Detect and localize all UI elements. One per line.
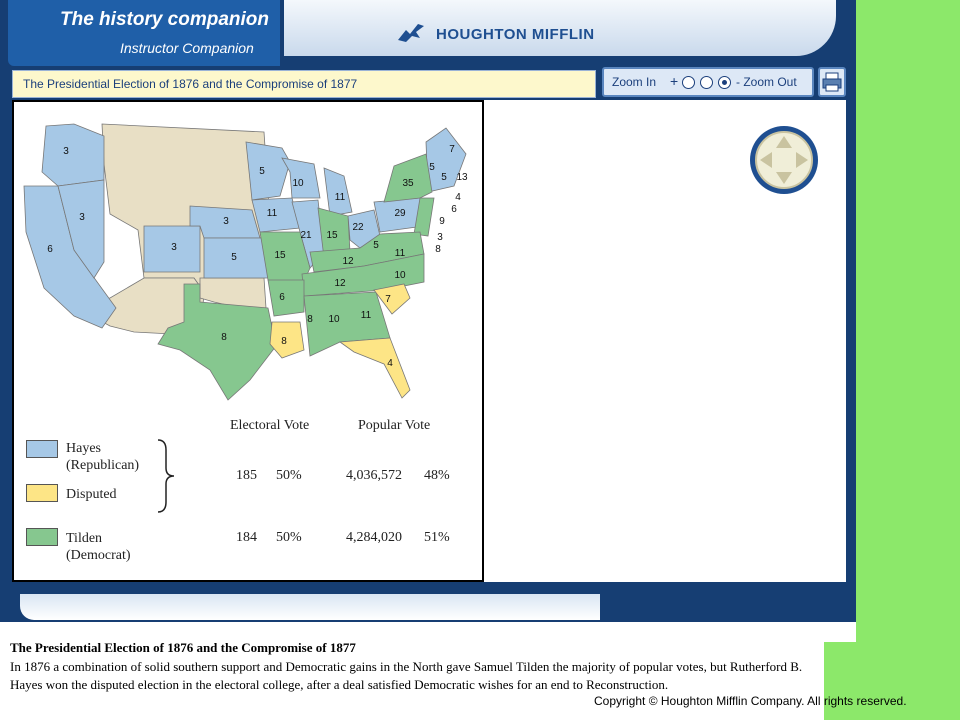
state-vote-label-sc: 7 bbox=[385, 294, 391, 305]
state-vote-label-ma: 13 bbox=[456, 172, 468, 183]
zoom-level-1-radio[interactable] bbox=[682, 76, 695, 89]
state-vote-label-ia: 11 bbox=[267, 208, 278, 219]
us-map: 3633355111021112229557134356938151512511… bbox=[23, 123, 468, 401]
legend-label-tilden: Tilden (Democrat) bbox=[66, 531, 131, 563]
zoom-level-3-radio[interactable] bbox=[718, 76, 731, 89]
state-vote-label-oh: 22 bbox=[352, 222, 364, 233]
zoom-out-button[interactable]: - Zoom Out bbox=[736, 75, 797, 89]
state-vote-label-ny: 35 bbox=[402, 178, 414, 189]
state-vote-label-ca: 6 bbox=[47, 244, 53, 255]
state-vote-label-la: 8 bbox=[281, 336, 287, 347]
bottom-strip bbox=[20, 594, 600, 620]
app-logo: The history companion bbox=[60, 9, 270, 30]
caption-body: In 1876 a combination of solid southern … bbox=[10, 659, 803, 692]
navigation-pad-icon[interactable] bbox=[748, 124, 820, 196]
state-vote-label-md: 8 bbox=[435, 244, 441, 255]
state-vote-label-nh: 5 bbox=[441, 172, 447, 183]
state-colorado bbox=[143, 225, 201, 273]
state-vote-label-il: 21 bbox=[300, 230, 312, 241]
tilden-popular-votes: 4,284,020 bbox=[346, 530, 402, 545]
publisher-name: HOUGHTON MIFFLIN bbox=[436, 26, 595, 43]
header-logo-area: The history companion Instructor Compani… bbox=[8, 0, 280, 66]
hayes-electoral-pct: 50% bbox=[276, 468, 302, 483]
state-vote-label-mi: 11 bbox=[335, 192, 346, 203]
printer-icon bbox=[822, 72, 842, 92]
state-vote-label-ga: 11 bbox=[361, 310, 372, 321]
caption-title: The Presidential Election of 1876 and th… bbox=[10, 640, 356, 655]
state-vote-label-ct: 6 bbox=[451, 204, 457, 215]
state-vote-label-ri: 4 bbox=[455, 192, 461, 203]
state-florida bbox=[338, 337, 411, 399]
state-vote-label-ky: 12 bbox=[342, 256, 354, 267]
state-vote-label-al: 10 bbox=[328, 314, 340, 325]
state-arkansas bbox=[267, 279, 305, 317]
header-publisher-area bbox=[284, 0, 836, 56]
app-subtitle: Instructor Companion bbox=[120, 40, 254, 56]
state-nevada bbox=[57, 179, 105, 279]
state-oregon bbox=[41, 123, 105, 187]
tilden-electoral-pct: 50% bbox=[276, 530, 302, 545]
state-new-york bbox=[383, 153, 433, 203]
hayes-electoral-votes: 185 bbox=[236, 468, 257, 483]
state-vote-label-tn: 12 bbox=[334, 278, 346, 289]
green-background-corner bbox=[824, 642, 960, 720]
state-vote-label-pa: 29 bbox=[394, 208, 406, 219]
state-vote-label-fl: 4 bbox=[387, 358, 393, 369]
electoral-vote-header: Electoral Vote bbox=[230, 418, 310, 433]
state-vote-label-or: 3 bbox=[63, 146, 69, 157]
zoom-plus-icon: + bbox=[670, 73, 679, 89]
legend-swatch-disputed bbox=[26, 484, 58, 502]
state-vote-label-de: 3 bbox=[437, 232, 443, 243]
state-vote-label-vt: 5 bbox=[429, 162, 435, 173]
state-vote-label-ne: 3 bbox=[223, 216, 229, 227]
green-background-bar bbox=[856, 0, 960, 642]
app-frame: The history companion Instructor Compani… bbox=[0, 0, 856, 622]
legend-label-disputed: Disputed bbox=[66, 487, 117, 502]
title-bar: The Presidential Election of 1876 and th… bbox=[12, 70, 596, 98]
zoom-level-2-radio[interactable] bbox=[700, 76, 713, 89]
state-vote-label-wv: 5 bbox=[373, 240, 379, 251]
zoom-control: Zoom In + - Zoom Out bbox=[602, 67, 814, 97]
state-vote-labels: 3633355111021112229557134356938151512511… bbox=[47, 144, 468, 369]
state-vote-label-nj: 9 bbox=[439, 216, 445, 227]
copyright-notice: Copyright © Houghton Mifflin Company. Al… bbox=[594, 694, 907, 708]
state-vote-label-in: 15 bbox=[326, 230, 338, 241]
houghton-mifflin-bird-icon bbox=[398, 24, 424, 42]
page-title: The Presidential Election of 1876 and th… bbox=[23, 77, 358, 91]
state-vote-label-mn: 5 bbox=[259, 166, 265, 177]
state-texas bbox=[157, 283, 277, 401]
content-area: 3 6 3 3 3 5 5 11 10 21 11 22 29 5 5 7 13 4 35 6 9 3 8 15 15 12 5 11… bbox=[12, 100, 846, 582]
legend-swatch-hayes bbox=[26, 440, 58, 458]
state-nj-de-md bbox=[413, 197, 435, 237]
state-south-carolina bbox=[373, 283, 411, 315]
tilden-popular-pct: 51% bbox=[424, 530, 450, 545]
election-map-panel[interactable]: 3 6 3 3 3 5 5 11 10 21 11 22 29 5 5 7 13 4 35 6 9 3 8 15 15 12 5 11… bbox=[12, 100, 484, 582]
popular-vote-header: Popular Vote bbox=[358, 418, 431, 433]
state-vote-label-va: 11 bbox=[395, 248, 406, 259]
state-vote-label-tx: 8 bbox=[221, 332, 227, 343]
zoom-in-button[interactable]: Zoom In bbox=[612, 75, 657, 89]
state-michigan bbox=[323, 167, 353, 217]
tilden-electoral-votes: 184 bbox=[236, 530, 257, 545]
legend-label-hayes: Hayes (Republican) bbox=[66, 441, 140, 473]
state-vote-label-ks: 5 bbox=[231, 252, 237, 263]
state-minnesota bbox=[245, 141, 291, 201]
hayes-popular-votes: 4,036,572 bbox=[346, 468, 402, 483]
state-vote-label-me: 7 bbox=[449, 144, 455, 155]
state-vote-label-nc: 10 bbox=[394, 270, 406, 281]
state-vote-label-ar: 6 bbox=[279, 292, 285, 303]
state-louisiana bbox=[269, 321, 305, 359]
state-wisconsin bbox=[281, 157, 321, 199]
legend-swatch-tilden bbox=[26, 528, 58, 546]
state-vote-label-nv: 3 bbox=[79, 212, 85, 223]
state-vote-label-wi: 10 bbox=[292, 178, 304, 189]
state-vote-label-mo: 15 bbox=[274, 250, 286, 261]
state-vote-label-ms: 8 bbox=[307, 314, 313, 325]
state-vote-label-co: 3 bbox=[171, 242, 177, 253]
print-button[interactable] bbox=[818, 67, 846, 97]
hayes-popular-pct: 48% bbox=[424, 468, 450, 483]
legend-brace bbox=[157, 439, 175, 513]
